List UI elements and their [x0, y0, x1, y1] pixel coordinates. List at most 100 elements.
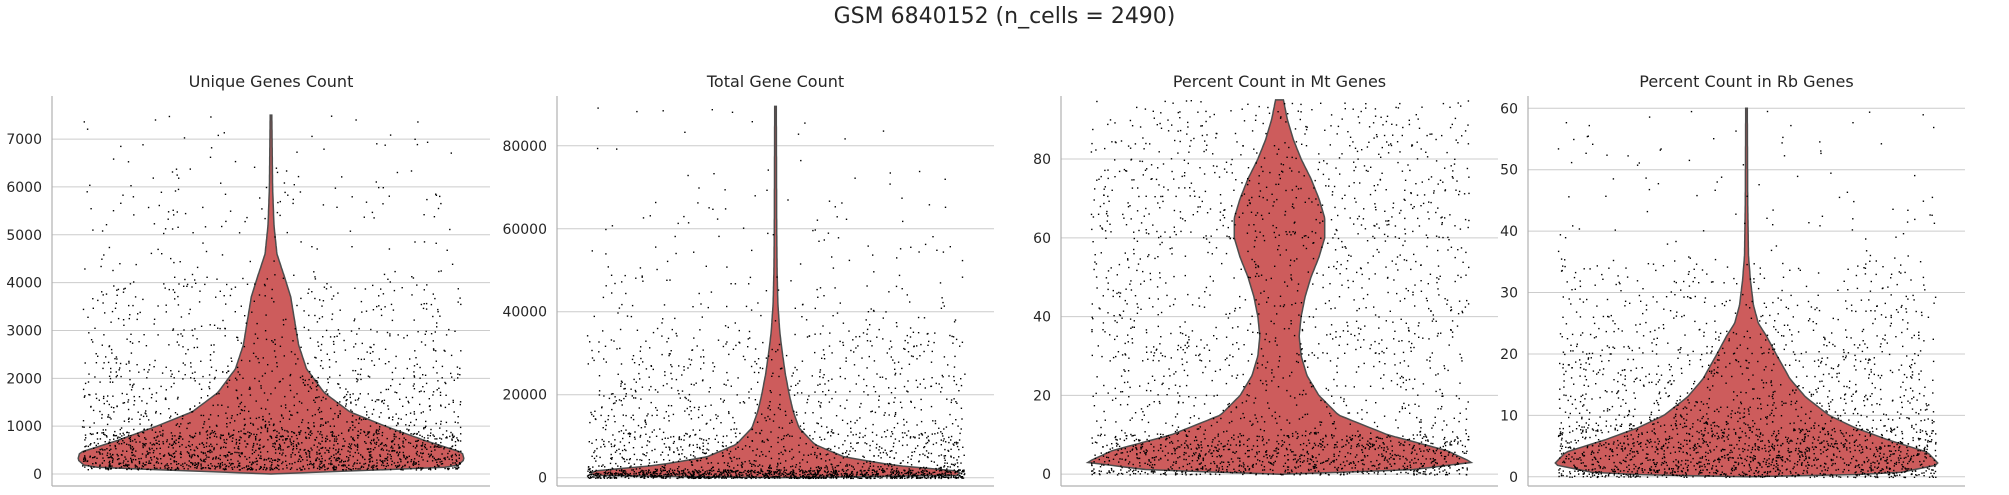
data-point: [409, 358, 411, 360]
data-point: [399, 398, 401, 400]
data-point: [383, 464, 385, 467]
data-point: [961, 418, 963, 420]
data-point: [423, 445, 426, 448]
data-point: [737, 464, 739, 466]
data-point: [441, 453, 443, 455]
data-point: [336, 404, 339, 407]
data-point: [302, 382, 305, 384]
data-point: [768, 467, 770, 469]
data-point: [819, 376, 821, 378]
data-point: [323, 148, 325, 150]
data-point: [225, 442, 227, 444]
data-point: [350, 401, 352, 403]
data-point: [311, 291, 313, 293]
data-point: [110, 406, 113, 408]
data-point: [941, 374, 943, 377]
data-point: [690, 383, 693, 385]
data-point: [234, 311, 236, 313]
data-point: [660, 454, 662, 456]
data-point: [956, 471, 959, 473]
data-point: [334, 187, 337, 189]
data-point: [111, 310, 114, 313]
data-point: [440, 423, 442, 425]
data-point: [346, 399, 348, 401]
data-point: [296, 445, 298, 447]
data-point: [343, 396, 345, 399]
data-point: [726, 464, 729, 467]
data-point: [895, 472, 898, 475]
data-point: [238, 448, 240, 450]
data-point: [417, 121, 419, 123]
data-point: [112, 454, 114, 456]
data-point: [454, 466, 456, 469]
data-point: [264, 425, 267, 427]
data-point: [888, 291, 890, 293]
data-point: [361, 311, 363, 313]
data-point: [876, 373, 878, 375]
data-point: [598, 375, 601, 377]
data-point: [610, 274, 613, 276]
data-point: [712, 370, 714, 372]
data-point: [119, 467, 121, 469]
data-point: [814, 229, 816, 231]
data-point: [284, 191, 286, 194]
data-point: [730, 441, 732, 444]
data-point: [221, 404, 223, 406]
data-point: [904, 469, 906, 472]
data-point: [737, 469, 739, 472]
data-point: [903, 347, 905, 350]
data-point: [665, 475, 667, 478]
data-point: [120, 462, 122, 465]
data-point: [631, 304, 634, 307]
data-point: [960, 407, 963, 409]
data-point: [908, 468, 910, 470]
data-point: [410, 460, 412, 463]
data-point: [954, 355, 956, 358]
data-point: [99, 452, 101, 454]
data-point: [189, 408, 191, 410]
data-point: [125, 463, 127, 466]
data-point: [798, 468, 800, 471]
data-point: [816, 422, 818, 424]
data-point: [619, 473, 621, 475]
data-point: [778, 458, 780, 460]
data-point: [826, 466, 828, 468]
data-point: [116, 289, 118, 291]
data-point: [861, 466, 864, 468]
data-point: [352, 421, 354, 423]
data-point: [415, 452, 418, 454]
data-point: [447, 452, 449, 455]
data-point: [959, 469, 961, 471]
data-point: [724, 469, 727, 471]
data-point: [405, 396, 407, 399]
data-point: [167, 452, 170, 454]
data-point: [276, 467, 278, 470]
data-point: [331, 298, 333, 300]
data-point: [182, 378, 184, 380]
data-point: [371, 456, 373, 459]
data-point: [208, 450, 210, 453]
data-point: [431, 460, 434, 462]
data-point: [906, 472, 909, 474]
data-point: [603, 440, 605, 443]
data-point: [642, 474, 644, 476]
data-point: [309, 431, 311, 433]
data-point: [314, 379, 317, 382]
data-point: [817, 471, 820, 473]
data-point: [754, 465, 756, 467]
data-point: [132, 384, 134, 387]
data-point: [436, 372, 438, 374]
data-point: [873, 469, 875, 472]
data-point: [273, 423, 275, 426]
data-point: [372, 434, 375, 436]
data-point: [835, 477, 838, 479]
data-point: [889, 477, 892, 479]
data-point: [101, 432, 103, 434]
data-point: [702, 449, 704, 451]
data-point: [857, 477, 859, 479]
data-point: [778, 469, 780, 471]
data-point: [591, 413, 593, 416]
data-point: [942, 476, 944, 478]
data-point: [309, 434, 312, 436]
data-point: [321, 457, 323, 460]
